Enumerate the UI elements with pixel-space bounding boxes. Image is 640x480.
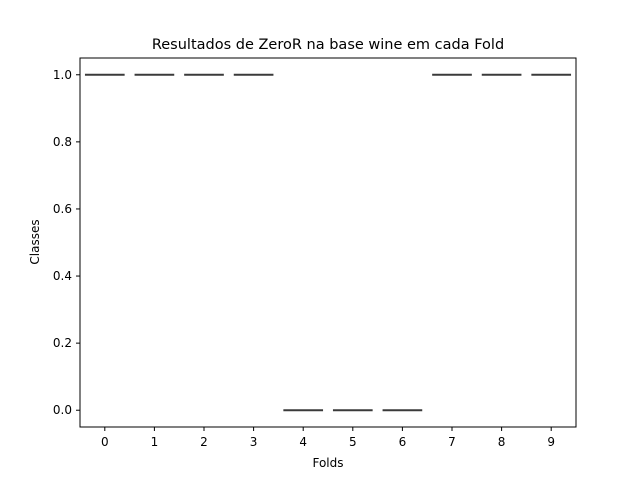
- x-tick-label: 7: [448, 435, 456, 449]
- x-tick-label: 4: [299, 435, 307, 449]
- x-tick-label: 8: [498, 435, 506, 449]
- y-tick-label: 0.2: [53, 336, 72, 350]
- y-axis: 0.0 0.2 0.4 0.6 0.8 1.0: [53, 68, 80, 417]
- x-tick-label: 1: [151, 435, 159, 449]
- y-axis-label: Classes: [28, 219, 42, 264]
- y-tick-label: 0.6: [53, 202, 72, 216]
- box-series: [84, 73, 572, 412]
- x-tick-label: 2: [200, 435, 208, 449]
- x-tick-label: 5: [349, 435, 357, 449]
- y-tick-label: 0.0: [53, 403, 72, 417]
- x-tick-label: 0: [101, 435, 109, 449]
- y-tick-label: 0.8: [53, 135, 72, 149]
- plot-frame: [79, 57, 577, 428]
- x-tick-label: 9: [547, 435, 555, 449]
- y-tick-label: 1.0: [53, 68, 72, 82]
- plot-area: [79, 57, 577, 428]
- x-axis-label: Folds: [312, 456, 343, 470]
- y-tick-label: 0.4: [53, 269, 72, 283]
- chart-title: Resultados de ZeroR na base wine em cada…: [152, 37, 504, 53]
- x-tick-label: 6: [399, 435, 407, 449]
- x-axis: 0 1 2 3 4 5 6 7 8 9: [101, 427, 555, 449]
- x-tick-label: 3: [250, 435, 258, 449]
